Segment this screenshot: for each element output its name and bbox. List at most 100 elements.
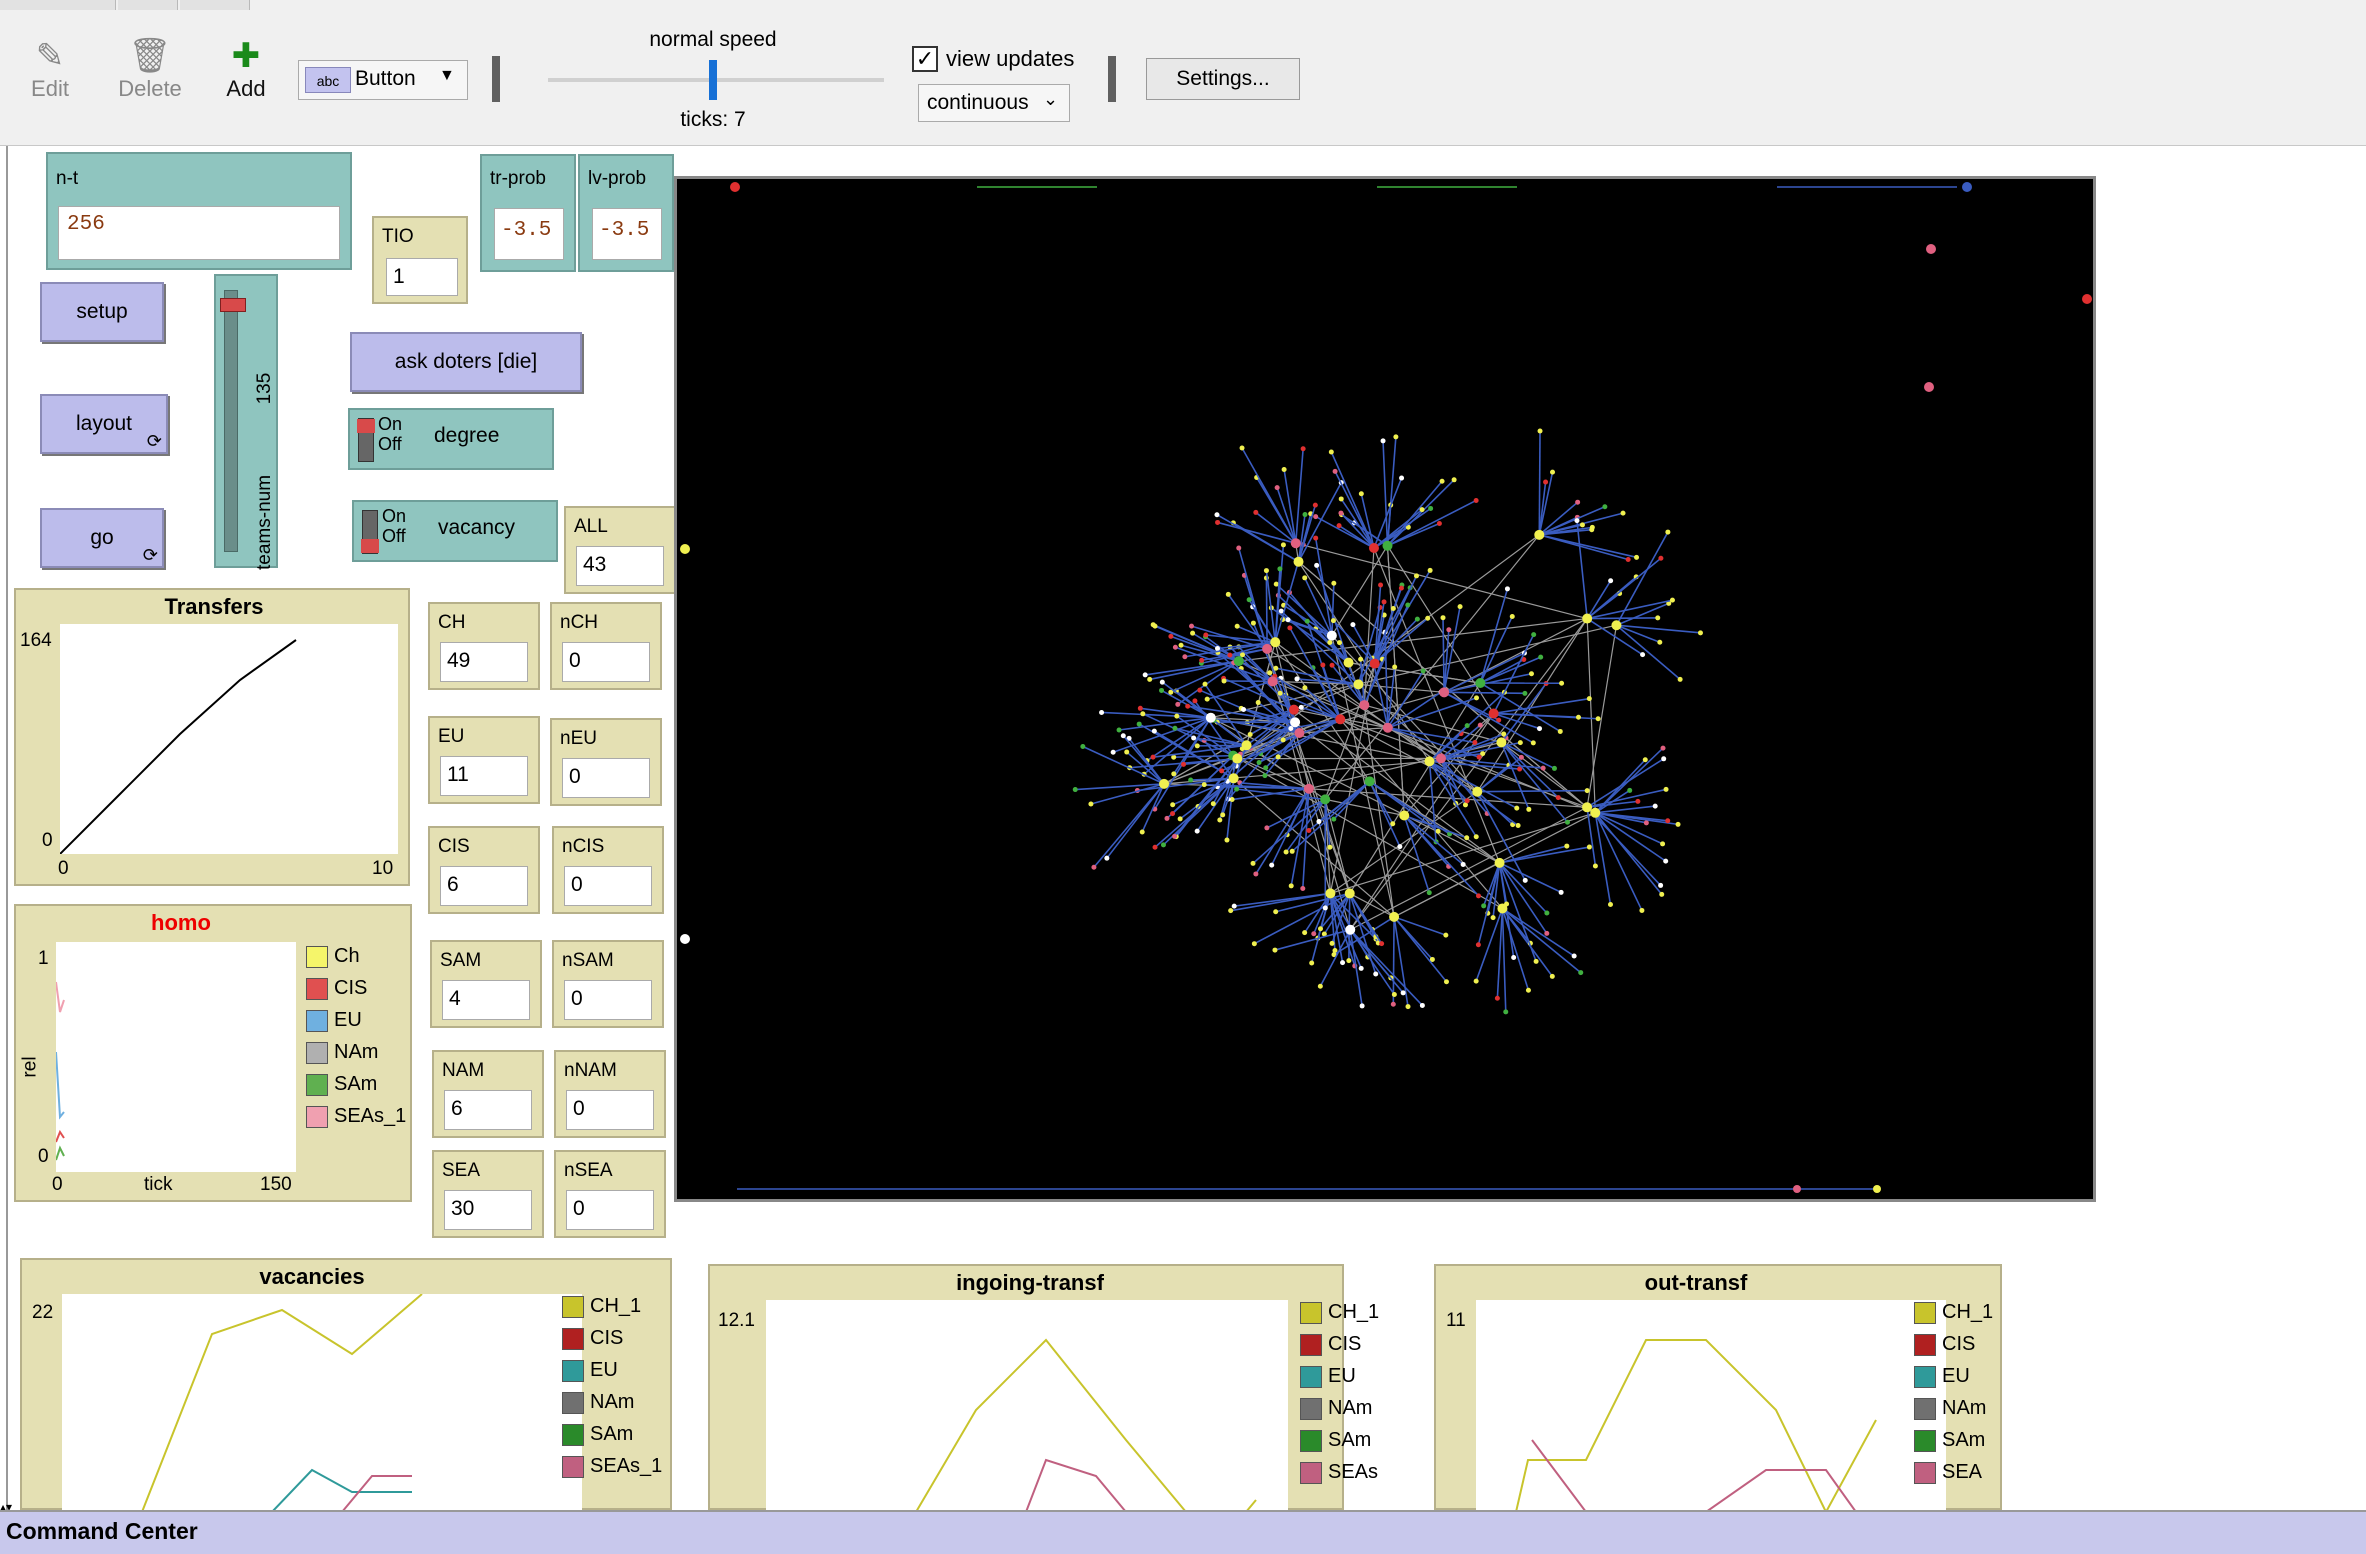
legend-item: NAm [1300,1392,1379,1424]
switch-knob[interactable] [357,419,375,433]
monitor-value: 43 [576,546,664,586]
legend-swatch [1914,1461,1936,1484]
degree-switch[interactable]: On Off degree [348,408,554,470]
legend-swatch [1914,1301,1936,1324]
tab-interface[interactable] [0,0,116,10]
legend-item: CH_1 [1914,1296,1993,1328]
tab-info[interactable] [118,0,178,10]
legend-item: CIS [306,972,406,1004]
plot-title: homo [151,910,211,935]
legend-item: EU [562,1354,662,1386]
teams-num-slider[interactable]: teams-num 135 [214,274,278,570]
legend-swatch [1300,1397,1322,1420]
legend-item: CIS [562,1322,662,1354]
switch-track[interactable] [361,510,379,554]
monitor-nch: nCH 0 [550,602,662,690]
monitor-ch: CH 49 [428,602,540,690]
setup-button[interactable]: setup [40,282,164,342]
add-button[interactable]: ✚ Add [218,36,274,102]
speed-slider-thumb[interactable] [708,60,717,100]
plot-title: out-transf [1644,1270,1748,1295]
lv-prob-input-box[interactable]: lv-prob -3.5 [578,154,674,272]
checkmark-icon: ✓ [915,46,935,71]
interface-panel [6,146,2366,1510]
delete-button[interactable]: 🗑 Delete [112,36,188,102]
plot-area [55,942,296,1172]
monitor-nsam: nSAM 0 [552,940,664,1028]
toolbar: ✎ Edit 🗑 Delete ✚ Add abc Button ▼ norma… [0,0,2366,146]
monitor-value: 0 [564,866,652,906]
legend-item: EU [306,1004,406,1036]
layout-button[interactable]: layout ⟳ [40,394,168,454]
speed-slider[interactable] [548,60,884,100]
legend-item: EU [1300,1360,1379,1392]
view-updates-label: view updates [946,46,1075,71]
n-t-input[interactable]: 256 [58,206,340,260]
plot-title: ingoing-transf [956,1270,1104,1295]
plot-area [59,624,398,855]
plot-area [1476,1300,1946,1515]
monitor-value: 6 [440,866,528,906]
homo-plot[interactable]: homo 1 0 0 tick 150 rel Ch CIS EU NAm SAm SEA… [14,904,412,1202]
monitor-value: 0 [562,642,650,682]
legend-item: SAm [1914,1424,1993,1456]
switch-knob[interactable] [361,539,379,553]
legend-item: CH_1 [562,1290,662,1322]
monitor-eu: EU 11 [428,716,540,804]
monitor-ncis: nCIS 0 [552,826,664,914]
monitor-all: ALL 43 [564,506,676,594]
switch-track[interactable] [357,418,375,462]
n-t-input-box[interactable]: n-t 256 [46,152,352,270]
plot-legend: Ch CIS EU NAm SAm SEAs_1 [306,940,406,1132]
monitor-value: 49 [440,642,528,682]
legend-item: CIS [1914,1328,1993,1360]
chevron-down-icon: ▼ [439,67,455,84]
ticks-counter: ticks: 7 [680,108,746,131]
tr-prob-input[interactable]: -3.5 [494,208,564,260]
pencil-icon: ✎ [35,37,65,75]
out-transf-plot[interactable]: out-transf 11 CH_1 CIS EU NAm SAm SEA [1434,1264,2002,1515]
legend-swatch [1300,1333,1322,1356]
plot-legend: CH_1 CIS EU NAm SAm SEAs_1 [562,1290,662,1482]
view-updates-checkbox[interactable]: ✓ [912,46,938,72]
monitor-value: 30 [444,1190,532,1230]
slider-thumb[interactable] [220,297,246,312]
tab-code[interactable] [180,0,250,10]
plus-icon: ✚ [231,37,261,75]
legend-swatch [562,1455,584,1478]
world-view[interactable] [674,176,2096,1202]
legend-item: NAm [1914,1392,1993,1424]
monitor-neu: nEU 0 [550,718,662,806]
button-widget-icon: abc [305,67,351,93]
go-button[interactable]: go ⟳ [40,508,164,568]
legend-item: NAm [562,1386,662,1418]
transfers-plot[interactable]: Transfers 164 0 0 10 [14,588,410,886]
plot-area [62,1293,582,1513]
tr-prob-input-box[interactable]: tr-prob -3.5 [480,154,576,272]
tio-input[interactable]: 1 [386,258,458,296]
settings-button[interactable]: Settings... [1146,58,1300,100]
plot-title: vacancies [259,1264,365,1289]
monitor-nnam: nNAM 0 [554,1050,666,1138]
ask-doters-button[interactable]: ask doters [die] [350,332,582,392]
legend-swatch [1300,1461,1322,1484]
monitor-nam: NAM 6 [432,1050,544,1138]
tio-input-box[interactable]: TIO 1 [372,216,468,304]
ingoing-transf-plot[interactable]: ingoing-transf 12.1 CH_1 CIS EU NAm SAm SEAs [708,1264,1379,1513]
edit-button[interactable]: ✎ Edit [22,36,78,102]
legend-item: SEAs_1 [562,1450,662,1482]
update-mode-dropdown[interactable]: continuous ⌄ [918,84,1070,122]
vacancies-plot[interactable]: vacancies 22 CH_1 CIS EU NAm SAm SEAs_1 [20,1258,672,1513]
monitor-value: 0 [564,980,652,1020]
slider-track[interactable] [224,290,238,552]
vacancy-switch[interactable]: On Off vacancy [352,500,558,562]
lv-prob-input[interactable]: -3.5 [592,208,662,260]
monitor-cis: CIS 6 [428,826,540,914]
legend-item: Ch [306,940,406,972]
legend-item: SAm [306,1068,406,1100]
command-center-bar[interactable]: Command Center [0,1510,2366,1554]
forever-icon: ⟳ [146,431,162,451]
legend-swatch [306,945,328,968]
widget-type-dropdown[interactable]: abc Button ▼ [298,60,468,100]
plot-title: Transfers [164,594,264,619]
